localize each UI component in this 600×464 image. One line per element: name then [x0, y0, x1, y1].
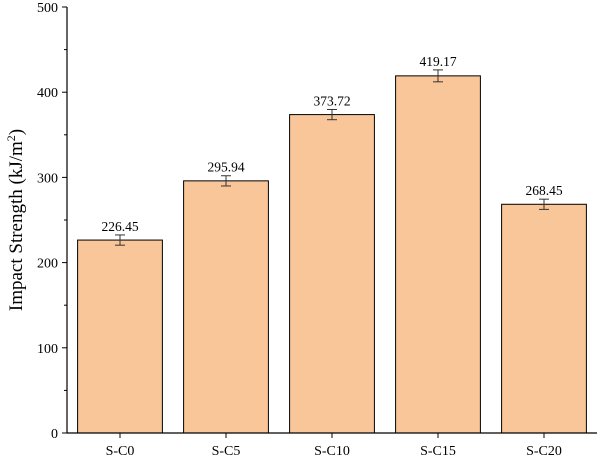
x-tick-label: S-C5	[212, 444, 241, 459]
y-axis-title: Impact Strength (kJ/m2)	[4, 129, 27, 311]
x-tick-label: S-C10	[314, 444, 350, 459]
y-tick-label: 500	[37, 1, 58, 16]
bar-s-c10	[289, 114, 375, 434]
bar-s-c20	[501, 203, 587, 434]
y-tick-label: 0	[51, 427, 58, 442]
y-tick-label: 400	[37, 86, 58, 101]
bar-s-c0	[77, 239, 163, 434]
x-axis-ticks: S-C0 S-C5 S-C10 S-C15 S-C20	[106, 433, 562, 459]
bar-s-c15	[395, 75, 481, 434]
bar-s-c5	[183, 180, 269, 434]
bar-series	[77, 75, 587, 434]
error-bars	[115, 69, 549, 246]
data-label: 268.45	[525, 183, 562, 198]
y-tick-label: 200	[37, 257, 58, 272]
data-label: 419.17	[419, 54, 456, 69]
x-tick-label: S-C15	[420, 444, 456, 459]
x-tick-label: S-C20	[526, 444, 562, 459]
data-label: 373.72	[313, 93, 350, 108]
data-label: 226.45	[101, 219, 138, 234]
data-labels: 226.45 295.94 373.72 419.17 268.45	[101, 54, 562, 234]
data-label: 295.94	[207, 160, 244, 175]
y-tick-label: 300	[37, 171, 58, 186]
y-tick-label: 100	[37, 342, 58, 357]
x-tick-label: S-C0	[106, 444, 135, 459]
y-axis-ticks: 0 100 200 300 400 500	[37, 1, 67, 442]
